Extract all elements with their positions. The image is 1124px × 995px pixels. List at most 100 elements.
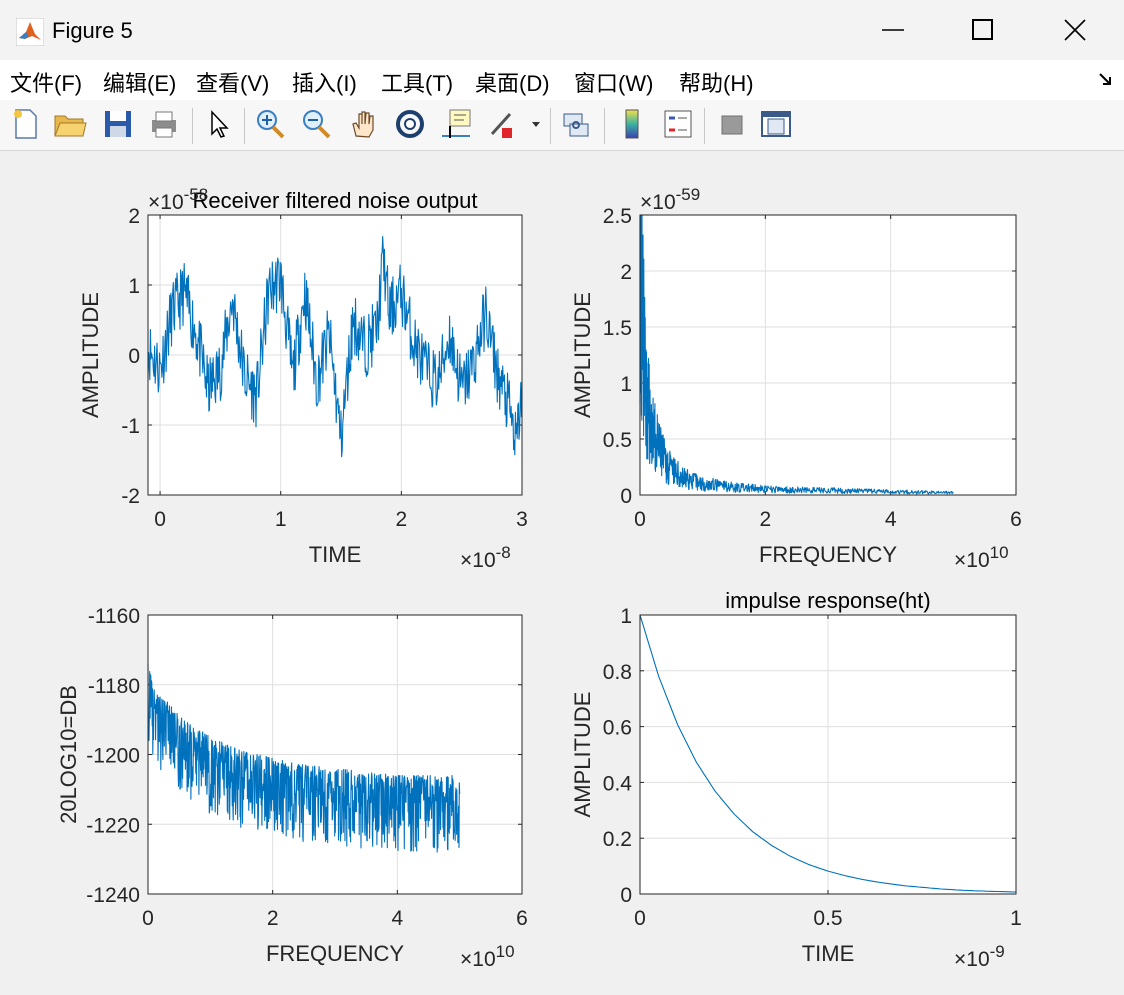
data-point	[789, 855, 791, 857]
save-icon[interactable]	[100, 106, 136, 142]
zoom-out-icon[interactable]	[298, 106, 334, 142]
data-point	[304, 291, 306, 293]
data-point	[256, 396, 258, 398]
axes-box	[147, 214, 523, 496]
data-point	[153, 705, 155, 707]
dock-arrow-icon[interactable]	[1098, 72, 1114, 88]
show-plot-tools-icon[interactable]	[758, 106, 794, 142]
x-exponent-label: ×1010	[954, 543, 1009, 572]
y-tick-label: 1	[128, 275, 140, 298]
chart-title: impulse response(ht)	[725, 588, 930, 613]
chevron-down-icon[interactable]	[526, 106, 546, 142]
data-point	[827, 490, 829, 492]
x-tick-label: 0	[154, 508, 166, 531]
x-tick-label: 0	[634, 508, 646, 531]
data-point	[340, 438, 342, 440]
y-tick-label: 2	[620, 261, 632, 284]
data-point	[272, 778, 274, 780]
data-point	[268, 291, 270, 293]
pointer-icon[interactable]	[200, 106, 236, 142]
series-line	[147, 663, 461, 853]
data-point	[328, 333, 330, 335]
y-tick-label: -1240	[86, 884, 140, 907]
data-point	[497, 375, 499, 377]
chart-1: 0 1 2 3 -2 -1 0 1 2 TIME AMPLITUDE Receiver filtere…	[78, 185, 528, 572]
maximize-button[interactable]	[938, 0, 1028, 60]
legend-icon[interactable]	[660, 106, 696, 142]
close-button[interactable]	[1030, 0, 1120, 60]
y-tick-label: -1200	[86, 745, 140, 768]
series-line	[147, 235, 523, 458]
data-cursor-icon[interactable]	[438, 106, 474, 142]
data-point	[977, 890, 979, 892]
data-point	[940, 888, 942, 890]
y-tick-label: 1	[620, 605, 632, 628]
y-axis-label: 20LOG10=DB	[56, 685, 81, 824]
x-tick-label: 6	[1010, 508, 1022, 531]
minimize-button[interactable]	[848, 0, 938, 60]
data-point	[241, 771, 243, 773]
open-folder-icon[interactable]	[52, 106, 88, 142]
data-point	[865, 879, 867, 881]
figure-canvas: 0 1 2 3 -2 -1 0 1 2 TIME AMPLITUDE Receiver filtere…	[56, 185, 1022, 971]
data-point	[163, 719, 165, 721]
y-axis-label: AMPLITUDE	[570, 692, 595, 818]
y-tick-label: -1160	[88, 605, 140, 628]
pan-hand-icon[interactable]	[346, 106, 382, 142]
data-point	[449, 333, 451, 335]
link-plot-icon[interactable]	[558, 106, 594, 142]
y-tick-label: 0.6	[603, 717, 632, 740]
data-point	[677, 724, 679, 726]
data-point	[827, 870, 829, 872]
x-tick-label: 4	[391, 907, 403, 930]
x-exponent-label: ×10-8	[460, 543, 511, 572]
hide-plot-tools-icon[interactable]	[714, 106, 750, 142]
colorbar-icon[interactable]	[614, 106, 650, 142]
menu-file[interactable]: 文件(F)	[10, 71, 83, 96]
menu-edit[interactable]: 编辑(E)	[103, 71, 177, 96]
y-tick-label: 0	[620, 884, 632, 907]
menu-desktop[interactable]: 桌面(D)	[475, 71, 550, 96]
maximize-icon	[972, 19, 993, 40]
window-title: Figure 5	[52, 18, 133, 43]
data-point	[219, 368, 221, 370]
menu-view[interactable]: 查看(V)	[196, 71, 270, 96]
rotate-3d-icon[interactable]	[392, 106, 428, 142]
y-tick-label: 2	[128, 205, 140, 228]
data-point	[485, 312, 487, 314]
new-figure-icon[interactable]	[8, 106, 44, 142]
print-icon[interactable]	[146, 106, 182, 142]
y-exponent-label: ×10-59	[640, 185, 700, 214]
menu-help[interactable]: 帮助(H)	[679, 71, 754, 96]
data-point	[752, 831, 754, 833]
data-point	[658, 449, 660, 451]
x-tick-label: 3	[516, 508, 528, 531]
close-icon	[1064, 19, 1086, 41]
menu-window[interactable]: 窗口(W)	[574, 71, 654, 96]
data-point	[846, 875, 848, 877]
x-tick-label: 6	[516, 907, 528, 930]
data-point	[883, 882, 885, 884]
data-point	[808, 864, 810, 866]
x-exponent-label: ×1010	[460, 942, 515, 971]
data-point	[461, 389, 463, 391]
menu-insert[interactable]: 插入(I)	[292, 71, 357, 96]
x-axis-label: TIME	[309, 542, 362, 567]
series-line	[639, 614, 1017, 893]
menu-tools[interactable]: 工具(T)	[381, 71, 454, 96]
y-tick-label: 0	[128, 345, 140, 368]
zoom-in-icon[interactable]	[252, 106, 288, 142]
data-point	[424, 368, 426, 370]
data-point	[388, 312, 390, 314]
y-tick-label: 0.2	[603, 828, 632, 851]
y-axis-label: AMPLITUDE	[78, 292, 103, 418]
data-point	[648, 416, 650, 418]
brush-icon[interactable]	[484, 106, 520, 142]
y-tick-label: 2.5	[603, 205, 632, 228]
data-point	[702, 483, 704, 485]
x-tick-label: 0	[142, 907, 154, 930]
data-point	[171, 312, 173, 314]
data-point	[664, 460, 666, 462]
x-axis-label: FREQUENCY	[266, 941, 404, 966]
data-point	[959, 889, 961, 891]
